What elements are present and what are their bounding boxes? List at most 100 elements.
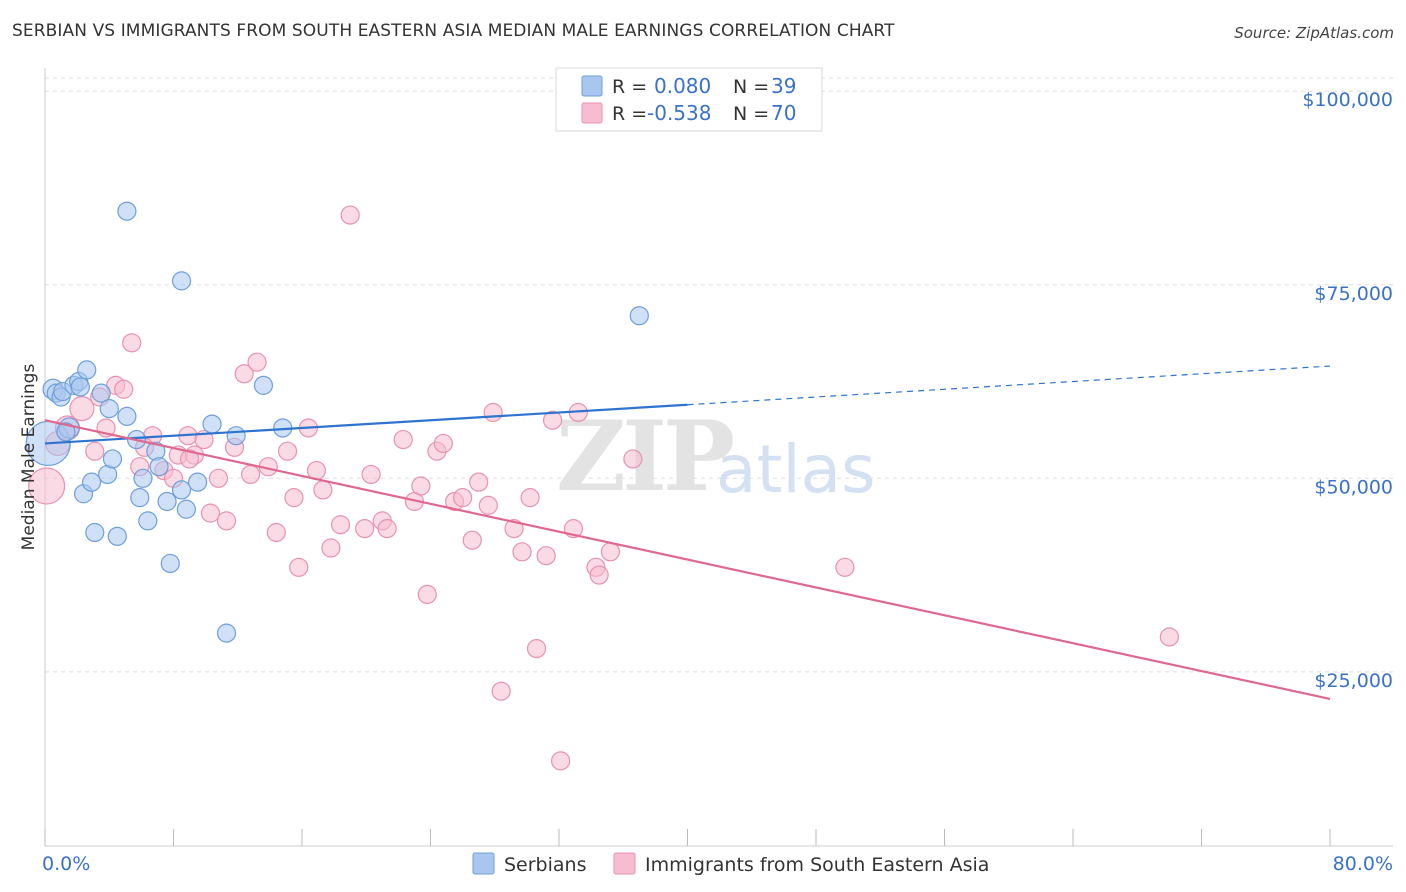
legend-top: R = 0.080 N = 39 R = -0.538 N = 70 bbox=[555, 67, 823, 132]
immigrants-point bbox=[1159, 627, 1179, 647]
source-label: Source: ZipAtlas.com bbox=[1234, 24, 1394, 42]
immigrants-point bbox=[433, 433, 453, 454]
legend-swatch-serbians bbox=[581, 75, 603, 97]
immigrants-point bbox=[266, 522, 286, 543]
immigrants-point bbox=[179, 449, 200, 469]
immigrants-point bbox=[526, 638, 547, 659]
immigrants-point bbox=[122, 333, 142, 353]
immigrants-point bbox=[512, 542, 532, 562]
immigrants-point bbox=[284, 488, 304, 508]
serbians-point bbox=[81, 472, 102, 492]
legend-n-value-immigrants: 70 bbox=[771, 101, 796, 125]
legend-r-label-immigrants: R = bbox=[612, 103, 647, 125]
legend-r-label-serbians: R = bbox=[612, 76, 647, 98]
y-tick-labels: $25,000 $50,000 $75,000 $100,000 bbox=[1302, 89, 1393, 692]
immigrants-point bbox=[623, 449, 643, 469]
immigrants-point bbox=[411, 476, 431, 496]
immigrants-point bbox=[361, 464, 381, 485]
immigrants-point bbox=[393, 429, 413, 450]
legend-n-label-serbians: N = bbox=[733, 76, 769, 98]
serbians-point bbox=[130, 488, 150, 508]
serbians-point bbox=[187, 472, 208, 492]
immigrants-point bbox=[417, 584, 437, 605]
serbians-points bbox=[25, 201, 649, 643]
immigrants-point bbox=[377, 519, 397, 539]
serbians-point bbox=[56, 422, 76, 442]
immigrants-point bbox=[330, 515, 351, 535]
serbians-point bbox=[629, 306, 649, 326]
serbians-point bbox=[202, 414, 222, 434]
x-ticks bbox=[44, 829, 1331, 846]
immigrants-point bbox=[462, 530, 482, 550]
serbians-point bbox=[171, 480, 192, 500]
serbians-point bbox=[216, 623, 237, 643]
serbians-point bbox=[102, 449, 123, 469]
serbians-trend-extension bbox=[687, 365, 1331, 406]
serbians-trend-line bbox=[44, 403, 688, 445]
serbians-point bbox=[77, 360, 97, 380]
immigrants-point bbox=[216, 511, 237, 531]
legend-swatch-immigrants bbox=[581, 102, 603, 124]
immigrants-point bbox=[208, 468, 229, 488]
immigrants-points bbox=[28, 205, 1179, 771]
immigrants-point bbox=[321, 538, 341, 558]
y-tick-label: $75,000 bbox=[1314, 283, 1393, 305]
serbians-point bbox=[138, 511, 158, 531]
immigrants-point bbox=[114, 379, 134, 399]
serbians-point bbox=[85, 522, 105, 543]
serbians-point bbox=[117, 201, 137, 221]
immigrants-point bbox=[355, 519, 375, 539]
immigrants-point bbox=[491, 681, 511, 701]
immigrants-point bbox=[542, 410, 563, 430]
immigrants-point bbox=[469, 472, 489, 492]
serbians-point bbox=[70, 377, 90, 397]
immigrants-point bbox=[520, 488, 540, 508]
immigrants-point bbox=[340, 205, 360, 225]
legend-bottom-swatch-immigrants bbox=[613, 852, 636, 875]
immigrants-point bbox=[289, 557, 309, 577]
immigrants-point bbox=[478, 495, 498, 515]
y-tick-label: $25,000 bbox=[1314, 670, 1393, 692]
serbians-point bbox=[157, 491, 177, 512]
legend-n-value-serbians: 39 bbox=[771, 74, 796, 98]
immigrants-point bbox=[69, 396, 95, 422]
serbians-point bbox=[171, 271, 192, 291]
watermark-zip: ZIP bbox=[556, 400, 733, 513]
immigrants-point bbox=[277, 441, 298, 461]
serbians-point bbox=[107, 526, 127, 546]
chart-title: SERBIAN VS IMMIGRANTS FROM SOUTH EASTERN… bbox=[12, 21, 895, 41]
y-tick-label: $50,000 bbox=[1314, 476, 1393, 498]
immigrants-point bbox=[483, 402, 503, 423]
trend-lines bbox=[44, 365, 1331, 700]
immigrants-point bbox=[551, 751, 571, 771]
y-axis-label: Median Male Earnings bbox=[19, 364, 39, 551]
serbians-point bbox=[253, 375, 274, 395]
watermark-atlas: atlas bbox=[716, 431, 876, 508]
serbians-point bbox=[160, 553, 180, 574]
legend-bottom: Serbians Immigrants from South Eastern A… bbox=[472, 852, 989, 876]
legend-n-label-immigrants: N = bbox=[733, 103, 769, 125]
immigrants-point bbox=[313, 480, 333, 500]
immigrants-trend-line bbox=[44, 419, 1331, 700]
y-tick-label: $100,000 bbox=[1302, 89, 1393, 111]
immigrants-point bbox=[589, 565, 609, 585]
serbians-point bbox=[133, 468, 153, 488]
x-tick-label-max: 80.0% bbox=[1333, 853, 1393, 875]
immigrants-point bbox=[200, 503, 221, 523]
immigrants-point bbox=[28, 467, 66, 505]
immigrants-point bbox=[247, 352, 267, 372]
watermark: ZIP atlas bbox=[556, 400, 876, 513]
legend-r-value-serbians: 0.080 bbox=[654, 74, 711, 98]
immigrants-point bbox=[453, 488, 473, 508]
immigrants-point bbox=[504, 519, 524, 539]
immigrants-point bbox=[85, 441, 105, 461]
immigrants-point bbox=[241, 464, 261, 485]
serbians-point bbox=[91, 383, 111, 403]
immigrants-point bbox=[835, 557, 855, 577]
legend-bottom-label-immigrants: Immigrants from South Eastern Asia bbox=[645, 854, 989, 876]
immigrants-point bbox=[536, 546, 556, 566]
legend-r-value-immigrants: -0.538 bbox=[647, 101, 711, 125]
serbians-point bbox=[149, 457, 169, 477]
legend-bottom-swatch-serbians bbox=[472, 852, 495, 875]
